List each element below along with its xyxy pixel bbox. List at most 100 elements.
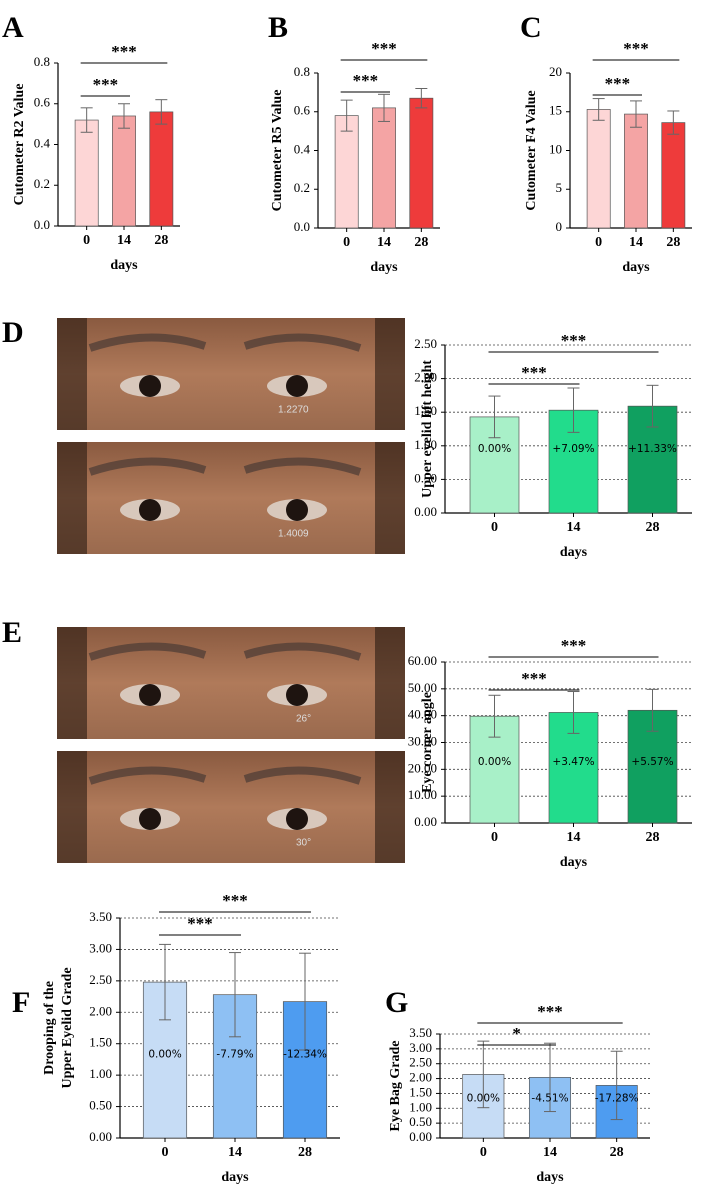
- y-tick-label: 60.00: [408, 653, 437, 668]
- iris: [139, 499, 161, 521]
- significance-label: ***: [537, 1002, 563, 1021]
- eyebrow: [243, 457, 362, 476]
- x-tick-label: 0: [491, 520, 498, 535]
- y-tick-label: 0.50: [414, 470, 437, 485]
- iris: [139, 684, 161, 706]
- y-tick-label: 10: [549, 141, 562, 156]
- panel-letter: F: [12, 986, 30, 1019]
- y-tick-label: 20: [549, 64, 562, 79]
- panel-letter: D: [2, 316, 24, 349]
- x-tick-label: 14: [567, 520, 581, 535]
- bar-label: -7.79%: [216, 1048, 253, 1060]
- significance-label: ***: [623, 39, 649, 58]
- iris: [286, 684, 308, 706]
- panel-letter: C: [520, 11, 542, 44]
- photo-label: 1.2270: [278, 405, 309, 416]
- y-tick-label: 1.00: [89, 1066, 112, 1081]
- y-tick-label: 0.00: [89, 1129, 112, 1144]
- photo-bg: [57, 751, 405, 863]
- x-tick-label: 0: [480, 1145, 487, 1160]
- bar: [149, 111, 174, 227]
- significance-label: ***: [187, 914, 213, 933]
- iris: [286, 499, 308, 521]
- y-tick-label: 40.00: [408, 707, 437, 722]
- y-tick-label: 2.50: [89, 972, 112, 987]
- significance-label: ***: [605, 74, 631, 93]
- eyebrow: [243, 766, 362, 785]
- x-tick-label: 28: [646, 830, 660, 845]
- significance-label: *: [512, 1024, 521, 1043]
- y-tick-label: 2.00: [414, 370, 437, 385]
- y-tick-label: 0.00: [414, 814, 437, 829]
- eye-photo: 26°: [57, 627, 405, 739]
- iris: [139, 808, 161, 830]
- significance-label: ***: [222, 891, 248, 910]
- photo-edge: [375, 627, 405, 739]
- y-tick-label: 0.6: [34, 95, 51, 110]
- x-axis-label: days: [622, 260, 650, 275]
- x-axis-label: days: [560, 545, 588, 560]
- x-tick-label: 28: [414, 235, 428, 250]
- photo-label: 26°: [296, 714, 311, 725]
- x-tick-label: 14: [117, 233, 131, 248]
- y-tick-label: 30.00: [408, 733, 437, 748]
- y-tick-label: 0.00: [409, 1129, 432, 1144]
- panel-letter: A: [2, 11, 24, 44]
- eye-photo: 1.2270: [57, 318, 405, 430]
- photo-label: 1.4009: [278, 529, 309, 540]
- bar-label: 0.00%: [467, 1092, 500, 1104]
- y-tick-label: 0.8: [34, 54, 50, 69]
- y-axis-label: Eye Bag Grade: [388, 1041, 403, 1132]
- significance-label: ***: [93, 75, 119, 94]
- x-tick-label: 0: [491, 830, 498, 845]
- x-axis-label: days: [560, 855, 588, 870]
- significance-label: ***: [521, 363, 547, 382]
- bar: [112, 115, 136, 227]
- eye-photo: 1.4009: [57, 442, 405, 554]
- x-tick-label: 0: [83, 233, 90, 248]
- photo-edge: [375, 442, 405, 554]
- bar-label: +5.57%: [631, 756, 673, 768]
- x-tick-label: 28: [666, 235, 680, 250]
- y-tick-label: 3.50: [89, 909, 112, 924]
- bar-label: -4.51%: [531, 1092, 568, 1104]
- iris: [286, 375, 308, 397]
- bar-label: +7.09%: [552, 443, 594, 455]
- y-tick-label: 1.50: [414, 403, 437, 418]
- y-tick-label: 2.50: [409, 1055, 432, 1070]
- y-tick-label: 0.00: [414, 504, 437, 519]
- y-tick-label: 50.00: [408, 680, 437, 695]
- x-tick-label: 28: [298, 1145, 312, 1160]
- significance-label: ***: [353, 71, 379, 90]
- significance-label: ***: [371, 39, 397, 58]
- y-tick-label: 1.00: [414, 437, 437, 452]
- bar-label: +11.33%: [628, 443, 677, 455]
- x-tick-label: 14: [228, 1145, 242, 1160]
- y-tick-label: 0.50: [89, 1098, 112, 1113]
- y-tick-label: 15: [549, 103, 562, 118]
- significance-label: ***: [521, 669, 547, 688]
- photo-bg: [57, 627, 405, 739]
- y-tick-label: 0.2: [34, 176, 50, 191]
- y-tick-label: 1.50: [89, 1035, 112, 1050]
- y-axis-label: Cutometer R2 Value: [12, 84, 27, 206]
- eyebrow: [88, 333, 207, 352]
- eyebrow: [88, 457, 207, 476]
- x-axis-label: days: [110, 258, 138, 273]
- x-tick-label: 0: [343, 235, 350, 250]
- y-tick-label: 0.0: [294, 219, 310, 234]
- panel-letter: B: [268, 11, 288, 44]
- photo-edge: [375, 751, 405, 863]
- panel-letter: E: [2, 616, 22, 649]
- x-tick-label: 28: [646, 520, 660, 535]
- y-tick-label: 0.50: [409, 1114, 432, 1129]
- y-tick-label: 0.4: [34, 135, 51, 150]
- x-tick-label: 0: [162, 1145, 169, 1160]
- y-tick-label: 2.50: [414, 336, 437, 351]
- bar: [624, 113, 648, 229]
- bar: [661, 122, 686, 229]
- bar: [586, 109, 611, 229]
- eyebrow: [88, 642, 207, 661]
- photo-bg: [57, 442, 405, 554]
